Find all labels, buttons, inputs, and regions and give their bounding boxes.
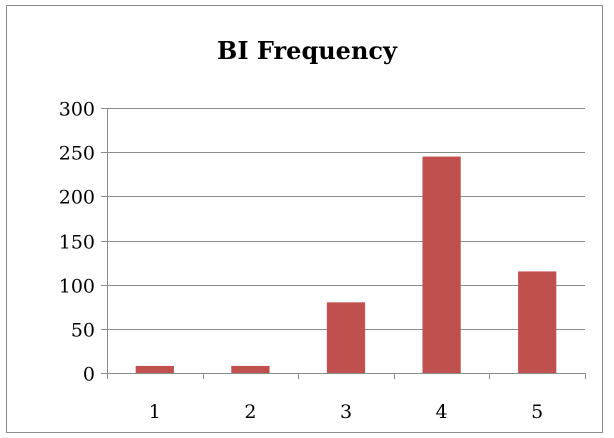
x-tick-label: 3 [340,401,352,423]
gridlines [107,108,585,330]
x-tick-label: 4 [436,401,448,423]
y-tick-label: 0 [83,364,95,386]
tick-labels: 0 50 100 150 200 250 300 1 2 3 4 5 [59,99,544,424]
bar-1 [135,365,174,373]
y-tick-label: 300 [59,99,95,121]
bars [135,156,557,373]
x-tick-label: 2 [244,401,256,423]
y-tick-label: 150 [59,232,95,254]
y-tick-label: 100 [59,276,95,298]
y-tick-label: 250 [59,143,95,165]
chart-frame [6,5,603,433]
y-tick-label: 200 [59,187,95,209]
y-tick-label: 50 [71,320,95,342]
axes [101,108,586,379]
bar-4 [422,156,461,373]
x-tick-label: 1 [149,401,161,423]
bar-3 [326,302,366,373]
bar-5 [518,271,557,373]
bar-2 [231,365,270,373]
chart-title: BI Frequency [217,36,397,65]
x-tick-label: 5 [531,401,543,423]
